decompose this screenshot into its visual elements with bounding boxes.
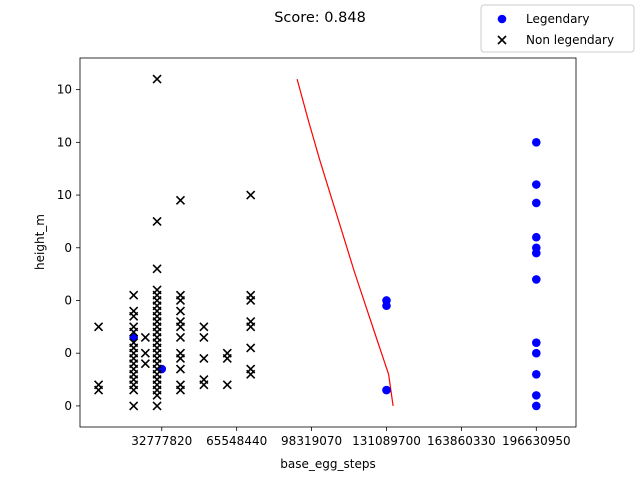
non-legendary-point [152,264,162,274]
non-legendary-point [175,385,186,395]
legendary-point [382,385,391,395]
non-legendary-point [152,390,162,400]
legend: Legendary Non legendary [480,4,635,53]
non-legendary-point [93,385,104,395]
non-legendary-point [246,343,256,353]
non-legendary-point [246,295,256,306]
legend-label-non-legendary: Non legendary [526,33,614,47]
y-tick-label: 0 [64,399,72,413]
non-legendary-point [175,322,186,332]
non-legendary-point [93,322,104,332]
x-tick-label: 163860330 [427,434,496,448]
marker-layer [93,74,541,411]
non-legendary-point [175,195,186,205]
non-legendary-point [222,353,232,364]
non-legendary-point [199,380,209,390]
legendary-point [531,248,541,258]
legendary-point [531,338,541,347]
non-legendary-point [129,401,139,411]
legendary-point [531,369,541,379]
y-tick-label: 0 [64,293,72,307]
non-legendary-point [129,327,139,337]
non-legendary-point [222,380,232,390]
legend-marker-legendary [497,14,507,24]
non-legendary-point [175,353,186,364]
non-legendary-point [199,332,209,342]
legendary-point [531,232,541,242]
plot-frame [79,57,577,428]
y-tick-label: 10 [57,83,72,97]
non-legendary-point [175,295,186,306]
legendary-point [531,275,541,284]
non-legendary-point [152,74,162,84]
y-axis-label: height_m [33,214,47,270]
non-legendary-point [199,353,209,364]
non-legendary-point [175,332,186,342]
non-legendary-point [175,306,186,316]
legend-frame [480,4,635,53]
y-tick-label: 0 [64,241,72,255]
non-legendary-point [129,385,139,395]
x-tick-label: 32777820 [131,434,192,448]
y-tick-label: 10 [57,188,72,202]
non-legendary-point [129,290,139,300]
non-legendary-point [129,311,139,321]
legendary-point [382,301,391,311]
y-axis-ticks: 0 0 0 0 10 10 10 [57,83,80,413]
legendary-point [531,138,541,147]
fit-line-layer [296,78,394,406]
y-tick-label: 10 [57,135,72,149]
legendary-point [531,180,541,189]
non-legendary-point [152,401,162,411]
legendary-point [531,401,541,411]
non-legendary-point [246,322,256,332]
x-tick-label: 196630950 [502,434,571,448]
legendary-point [531,391,541,400]
legend-marker-non-legendary [497,35,507,45]
fit-line [296,78,394,406]
x-tick-label: 131089700 [352,434,421,448]
y-tick-label: 0 [64,346,72,360]
x-axis-ticks: 32777820 65548440 98319070 131089700 1638603… [131,427,571,448]
chart-title: Score: 0.848 [274,10,366,26]
non-legendary-point [140,359,150,369]
x-tick-label: 98319070 [281,434,342,448]
legend-label-legendary: Legendary [526,12,589,26]
non-legendary-point [246,369,256,379]
legendary-point [531,348,541,358]
legendary-point [531,198,541,208]
non-legendary-point [152,216,162,226]
x-axis-label: base_egg_steps [280,457,375,471]
non-legendary-point [175,364,186,374]
non-legendary-point [140,332,150,342]
non-legendary-point [199,322,209,332]
x-tick-label: 65548440 [206,434,267,448]
non-legendary-point [140,348,150,358]
non-legendary-point [246,190,256,200]
